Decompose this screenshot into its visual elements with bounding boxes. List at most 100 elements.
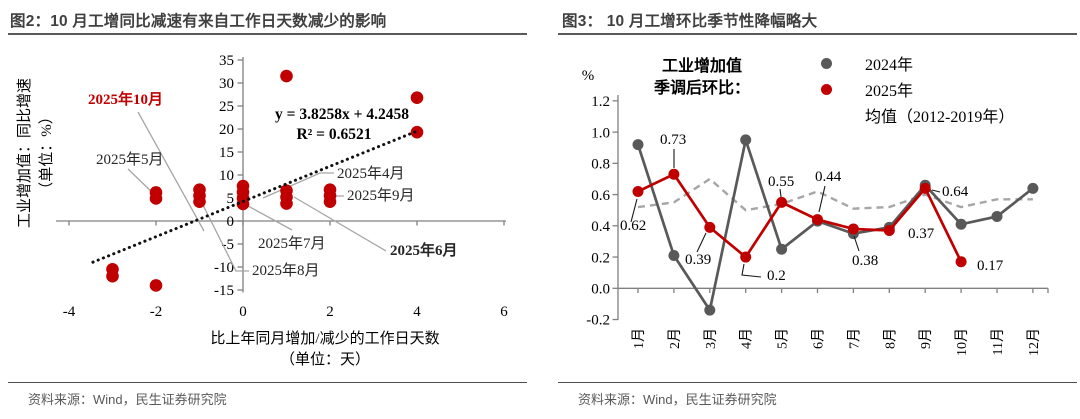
svg-text:（单位：天）: （单位：天）: [280, 351, 370, 368]
svg-text:比上年同月增加/减少的工作日天数: 比上年同月增加/减少的工作日天数: [210, 330, 439, 347]
data-label: 0.39: [685, 252, 711, 268]
figure3-title-rule: [558, 33, 1077, 35]
data-label: 0.55: [768, 174, 794, 190]
figure2-source: 资料来源：Wind，民生证券研究院: [28, 392, 227, 407]
data-point: [704, 304, 716, 316]
figure3-source: 资料来源：Wind，民生证券研究院: [578, 392, 777, 407]
scatter-point: [410, 91, 424, 105]
figure2-title-rule: [8, 33, 527, 35]
figure2-source-rule: [8, 382, 527, 383]
legend-line-2025-icon: [798, 83, 856, 95]
svg-text:2: 2: [326, 304, 334, 320]
data-point: [1027, 182, 1039, 194]
data-point: [991, 210, 1003, 222]
data-point: [883, 225, 895, 237]
svg-text:0.6: 0.6: [591, 188, 610, 204]
chart-annotation: 2025年8月: [252, 262, 320, 279]
svg-text:5: 5: [227, 191, 235, 207]
svg-text:1.2: 1.2: [591, 94, 610, 110]
data-label: 0.44: [815, 169, 842, 185]
legend-title-line2: 季调后环比：: [653, 80, 750, 97]
scatter-point: [280, 197, 293, 210]
data-point: [704, 221, 716, 233]
svg-text:6月: 6月: [811, 328, 827, 349]
data-point: [740, 251, 752, 263]
svg-text:R² = 0.6521: R² = 0.6521: [296, 126, 371, 143]
svg-text:2月: 2月: [667, 328, 683, 349]
svg-text:11月: 11月: [990, 328, 1006, 355]
figure3-source-rule: [558, 382, 1077, 383]
svg-text:15: 15: [219, 145, 234, 161]
legend-label-mean: 均值（2012-2019年）: [865, 109, 1015, 126]
svg-text:8月: 8月: [882, 328, 898, 349]
series-2025年: [632, 168, 967, 268]
svg-text:0.0: 0.0: [591, 282, 610, 298]
chart-legend-title: 工业增加值 季调后环比：: [632, 56, 772, 100]
legend-dashed-line-icon: [798, 114, 856, 117]
series-均值（2012-2019年）: [637, 177, 1033, 212]
svg-text:-4: -4: [63, 304, 76, 320]
scatter-point: [410, 125, 424, 139]
svg-text:20: 20: [219, 122, 234, 138]
svg-text:10: 10: [219, 168, 234, 184]
figure3-title: 图3： 10 月工增环比季节性降幅略大: [562, 13, 818, 30]
x-axis-title: 比上年同月增加/减少的工作日天数 （单位：天）: [210, 330, 439, 368]
svg-text:3月: 3月: [703, 328, 719, 349]
legend-title-line1: 工业增加值: [661, 58, 742, 75]
scatter-point: [323, 195, 337, 208]
data-label: 0.17: [977, 258, 1004, 274]
svg-text:9月: 9月: [918, 328, 934, 349]
chart-legend: 2024年 2025年 均值（2012-2019年）: [798, 50, 1014, 128]
data-point: [632, 139, 644, 151]
svg-text:25: 25: [219, 99, 234, 115]
data-labels: 0.62 0.73 0.39 0.2 0.55 0.44 0.38 0.37 0.64 0.17: [620, 132, 1004, 284]
chart-annotation: 2025年9月: [347, 187, 415, 204]
figure2-panel: 图2：10 月工增同比减速有来自工作日天数减少的影响 工业增加值：同比增速 （单…: [8, 13, 527, 407]
svg-text:y = 3.8258x + 4.2458: y = 3.8258x + 4.2458: [275, 106, 409, 123]
data-point: [919, 182, 931, 194]
data-point: [955, 256, 967, 268]
svg-text:-2: -2: [150, 304, 163, 320]
svg-text:4: 4: [413, 304, 421, 320]
legend-item-mean: 均值（2012-2019年）: [798, 102, 1014, 128]
svg-text:0: 0: [239, 304, 247, 320]
y-axis-unit: %: [582, 68, 595, 84]
trend-equation: y = 3.8258x + 4.2458 R² = 0.6521: [275, 106, 409, 143]
axes: 1.2 1.0 0.8 0.6 0.4 0.2 0.0 -0.2: [586, 94, 1049, 329]
svg-text:30: 30: [219, 76, 234, 92]
trend-line: [91, 129, 419, 264]
data-point: [632, 185, 644, 197]
svg-text:0.8: 0.8: [591, 157, 610, 173]
svg-text:0.4: 0.4: [591, 219, 610, 235]
svg-text:5月: 5月: [775, 328, 791, 349]
svg-text:-15: -15: [214, 283, 234, 299]
chart-annotation: 2025年10月: [88, 90, 163, 108]
data-point: [955, 218, 967, 230]
figure2-title: 图2：10 月工增同比减速有来自工作日天数减少的影响: [10, 13, 387, 30]
svg-text:4月: 4月: [739, 328, 755, 349]
chart-annotation: 2025年6月: [390, 241, 458, 259]
x-axis-month-labels: 1月 2月 3月 4月 5月 6月 7月 8月 9月 10月 11月 12月: [631, 328, 1042, 356]
legend-line-2024-icon: [798, 57, 856, 69]
svg-text:7月: 7月: [846, 328, 862, 349]
svg-text:6: 6: [500, 304, 508, 320]
scatter-point: [193, 195, 206, 208]
data-label: 0.73: [660, 132, 686, 148]
svg-text:12月: 12月: [1026, 328, 1042, 356]
svg-text:-0.2: -0.2: [586, 313, 610, 329]
svg-text:0: 0: [227, 214, 235, 230]
data-point: [847, 223, 859, 235]
chart-annotation: 2025年7月: [258, 235, 326, 252]
line-chart: 1.2 1.0 0.8 0.6 0.4 0.2 0.0 -0.2% 1月 2月 3月 4月 5月 6月 7月…: [582, 68, 1049, 356]
legend-item-2025: 2025年: [798, 76, 1014, 102]
data-label: 0.62: [620, 218, 646, 234]
svg-text:10月: 10月: [954, 328, 970, 356]
chart-annotation: 2025年5月: [96, 151, 164, 168]
scatter-point: [236, 197, 250, 211]
data-label: 0.2: [767, 268, 786, 284]
svg-text:0.2: 0.2: [591, 250, 610, 266]
legend-label-2024: 2024年: [865, 57, 914, 74]
scatter-point: [280, 69, 293, 83]
legend-item-2024: 2024年: [798, 50, 1014, 76]
